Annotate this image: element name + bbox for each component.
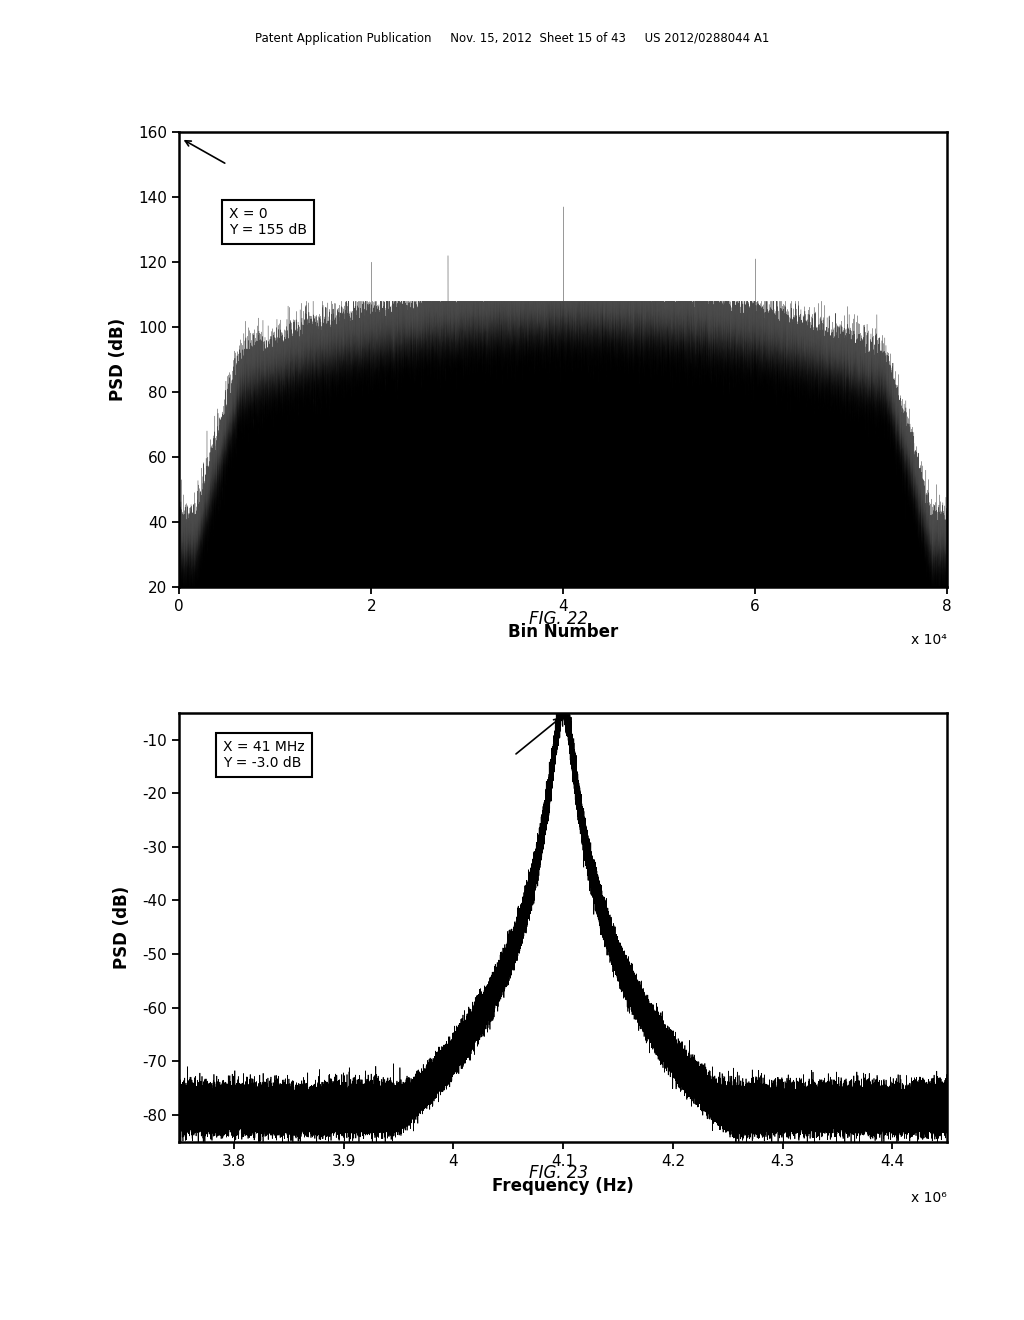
Text: x 10⁶: x 10⁶ (911, 1191, 947, 1205)
Text: X = 0
Y = 155 dB: X = 0 Y = 155 dB (229, 207, 307, 238)
Text: FIG. 22: FIG. 22 (528, 610, 588, 628)
Text: x 10⁴: x 10⁴ (911, 632, 947, 647)
Text: Patent Application Publication     Nov. 15, 2012  Sheet 15 of 43     US 2012/028: Patent Application Publication Nov. 15, … (255, 32, 769, 45)
Text: X = 41 MHz
Y = -3.0 dB: X = 41 MHz Y = -3.0 dB (223, 739, 305, 770)
X-axis label: Frequency (Hz): Frequency (Hz) (493, 1177, 634, 1195)
Text: FIG. 23: FIG. 23 (528, 1164, 588, 1183)
Y-axis label: PSD (dB): PSD (dB) (114, 886, 131, 969)
X-axis label: Bin Number: Bin Number (508, 623, 618, 640)
Y-axis label: PSD (dB): PSD (dB) (110, 318, 127, 401)
